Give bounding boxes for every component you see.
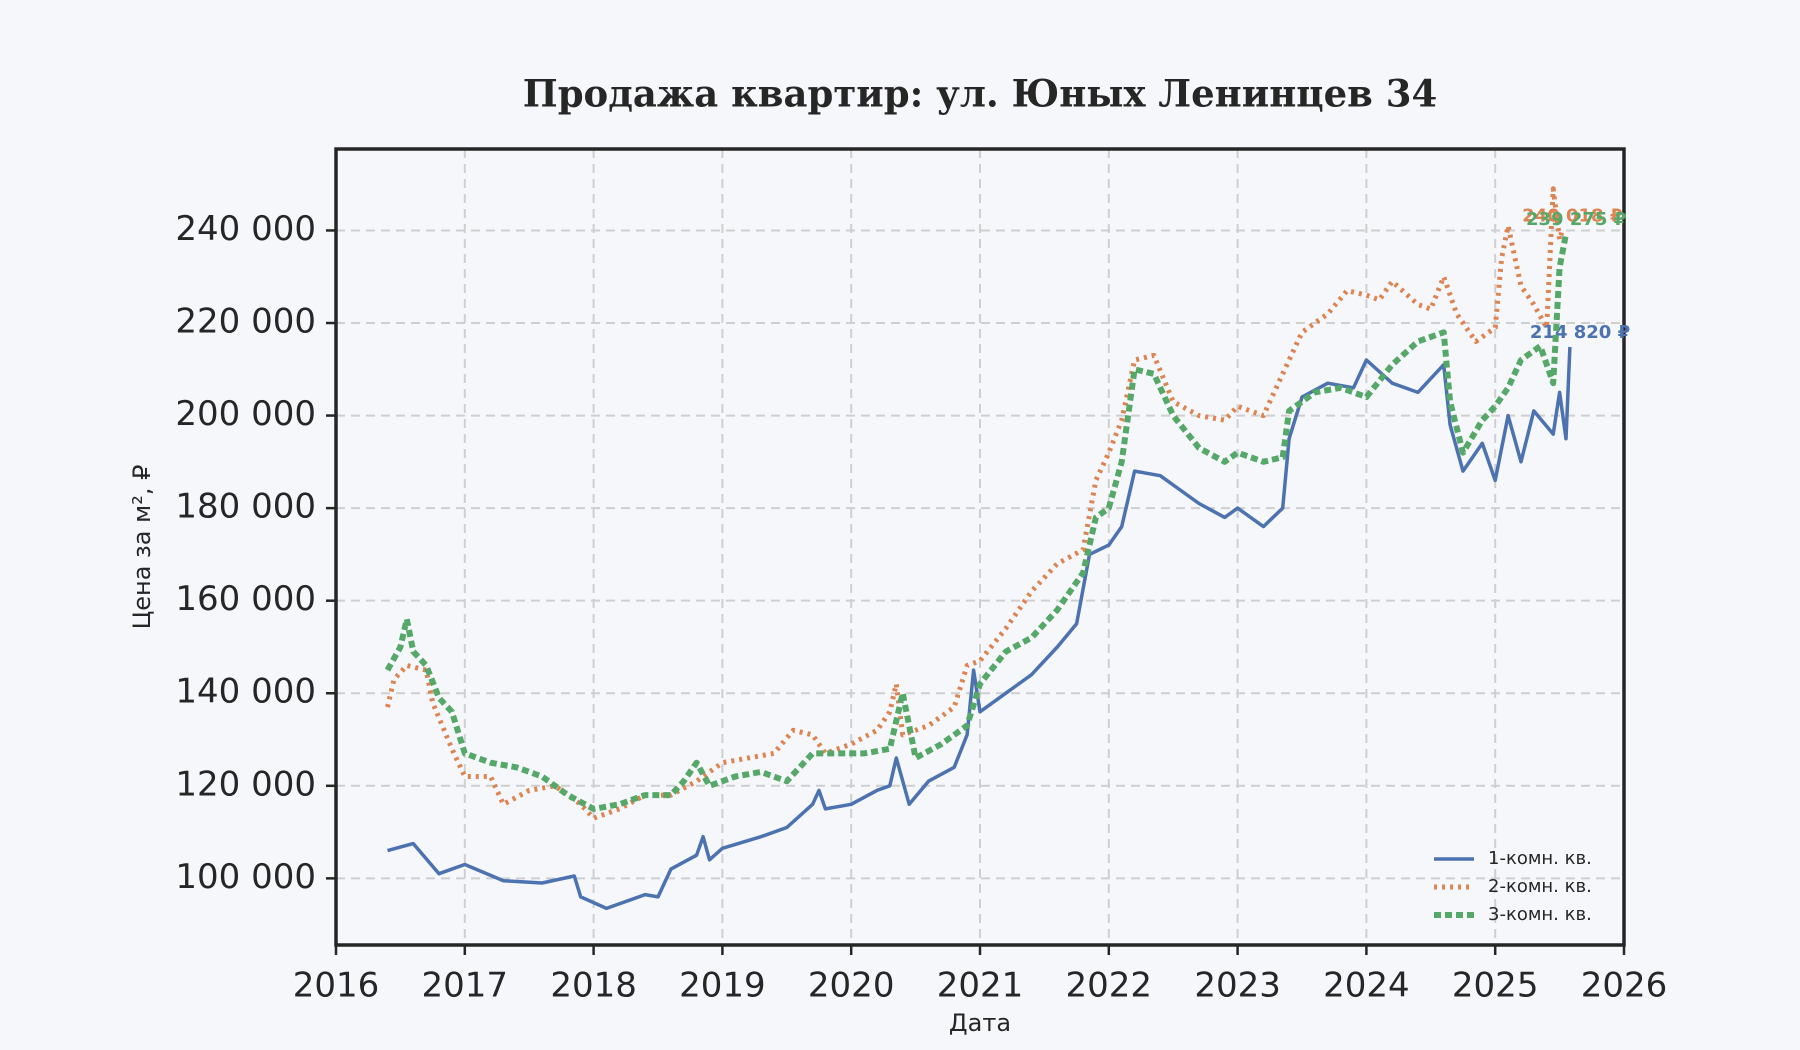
- x-tick-label: 2018: [550, 966, 637, 1006]
- series-line: [384, 233, 1569, 812]
- y-axis-label: Цена за м², ₽: [128, 465, 156, 630]
- x-tick-label: 2022: [1066, 966, 1153, 1006]
- y-tick-label: 100 000: [175, 857, 316, 897]
- end-label: 240 018 ₽: [1522, 205, 1622, 226]
- x-tick-label: 2023: [1194, 966, 1281, 1006]
- y-tick-label: 140 000: [175, 672, 316, 712]
- legend-label: 2-комн. кв.: [1488, 876, 1592, 897]
- series-line: [385, 186, 1565, 821]
- x-tick-label: 2024: [1323, 966, 1410, 1006]
- legend-label: 1-комн. кв.: [1488, 848, 1592, 869]
- y-tick-label: 240 000: [175, 209, 316, 249]
- x-tick-label: 2017: [422, 966, 509, 1006]
- legend-label: 3-комн. кв.: [1488, 904, 1592, 925]
- end-label: 239 275 ₽: [1526, 209, 1626, 230]
- x-axis-label: Дата: [949, 1009, 1011, 1037]
- plot-frame: [334, 147, 1626, 947]
- y-tick-label: 160 000: [175, 579, 316, 619]
- y-tick-label: 180 000: [175, 487, 316, 527]
- y-tick-label: 120 000: [175, 764, 316, 804]
- x-tick-label: 2020: [808, 966, 895, 1006]
- x-tick-label: 2021: [937, 966, 1024, 1006]
- x-tick-label: 2016: [293, 966, 380, 1006]
- x-tick-label: 2019: [679, 966, 766, 1006]
- x-tick-label: 2025: [1452, 966, 1539, 1006]
- chart-title: Продажа квартир: ул. Юных Ленинцев 34: [523, 72, 1438, 116]
- y-tick-label: 220 000: [175, 302, 316, 342]
- x-tick-label: 2026: [1581, 966, 1668, 1006]
- y-tick-label: 200 000: [175, 394, 316, 434]
